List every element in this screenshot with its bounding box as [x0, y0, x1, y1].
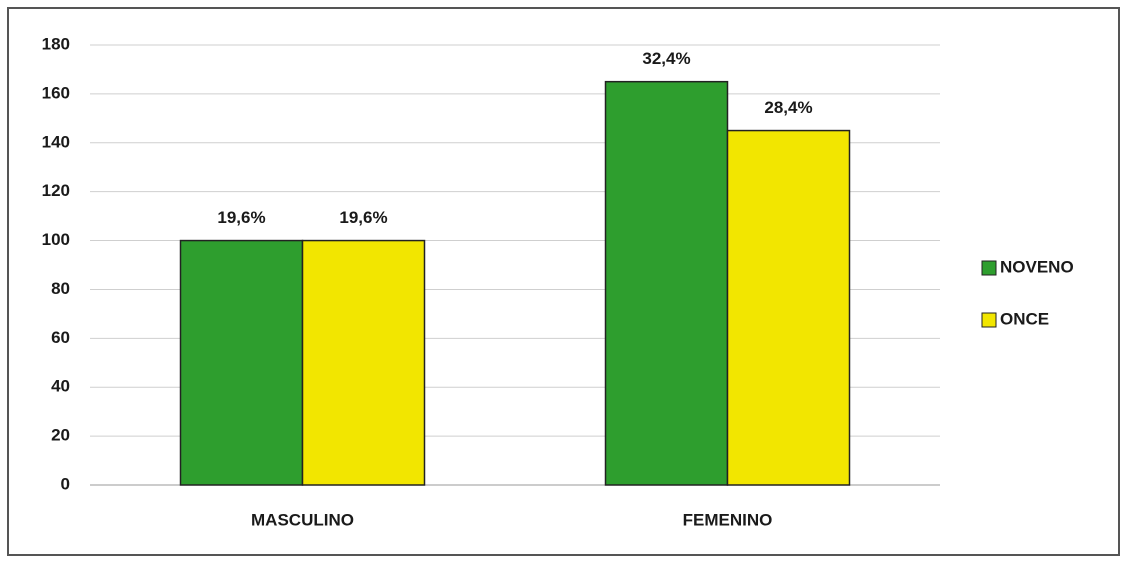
y-tick-label: 120 [42, 181, 70, 200]
x-tick-label: MASCULINO [251, 510, 354, 529]
data-label: 19,6% [339, 208, 387, 227]
y-tick-label: 0 [61, 474, 70, 493]
chart-frame [7, 7, 1120, 556]
legend-label: NOVENO [1000, 257, 1074, 276]
data-label: 19,6% [217, 208, 265, 227]
legend-swatch [981, 312, 997, 328]
bar [604, 80, 729, 486]
bar [301, 239, 426, 486]
y-tick-label: 40 [51, 377, 70, 396]
y-tick-label: 100 [42, 230, 70, 249]
y-tick-label: 180 [42, 34, 70, 53]
legend-swatch [981, 260, 997, 276]
bar [726, 129, 851, 486]
data-label: 28,4% [764, 98, 812, 117]
x-tick-label: FEMENINO [683, 510, 773, 529]
data-label: 32,4% [642, 49, 690, 68]
legend-label: ONCE [1000, 309, 1049, 328]
bar [179, 239, 304, 486]
y-tick-label: 140 [42, 132, 70, 151]
y-tick-label: 160 [42, 83, 70, 102]
y-tick-label: 20 [51, 426, 70, 445]
y-tick-label: 60 [51, 328, 70, 347]
y-tick-label: 80 [51, 279, 70, 298]
